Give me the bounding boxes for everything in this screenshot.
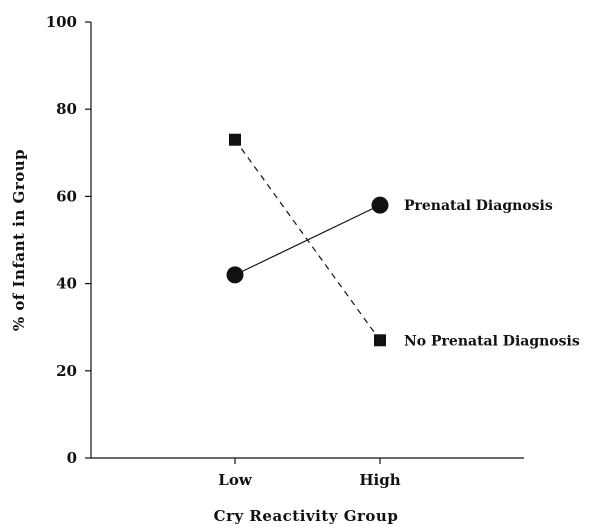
- data-point-square: [374, 334, 386, 347]
- axes: [90, 22, 524, 459]
- series-1: Prenatal Diagnosis: [226, 196, 553, 284]
- x-axis-ticks: Low High: [218, 458, 401, 489]
- y-tick-label: 40: [56, 275, 77, 293]
- y-axis-title: % of Infant in Group: [10, 149, 28, 331]
- x-axis-title: Cry Reactivity Group: [214, 507, 399, 525]
- series-label: No Prenatal Diagnosis: [404, 333, 580, 349]
- series-group: Prenatal Diagnosis No Prenatal Diagnosis: [226, 133, 580, 349]
- y-tick-label: 60: [56, 187, 77, 205]
- y-tick-label: 0: [67, 449, 77, 467]
- y-tick-label: 100: [46, 13, 77, 31]
- y-tick-label: 80: [56, 100, 77, 118]
- series-line: [234, 139, 381, 341]
- x-tick-label: Low: [218, 471, 253, 489]
- y-axis-ticks: 0 20 40 60 80 100: [46, 13, 91, 467]
- data-point-circle: [371, 196, 389, 214]
- data-point-square: [229, 133, 241, 146]
- data-point-circle: [226, 266, 244, 284]
- series-2: No Prenatal Diagnosis: [229, 133, 580, 349]
- series-label: Prenatal Diagnosis: [404, 198, 553, 214]
- y-tick-label: 20: [56, 362, 77, 380]
- x-tick-label: High: [359, 471, 400, 489]
